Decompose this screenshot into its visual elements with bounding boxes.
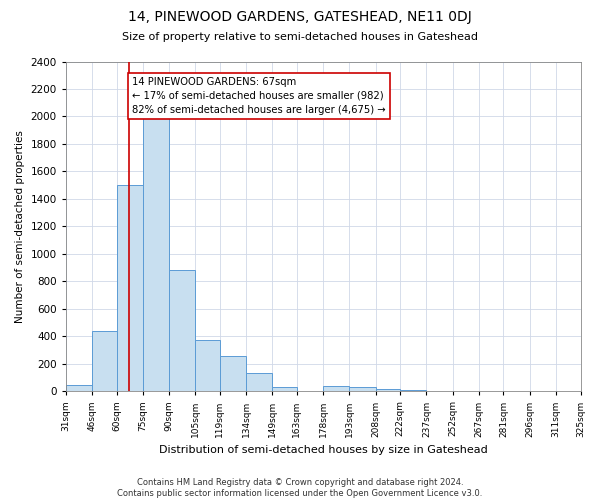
Bar [169,270,196,392]
Bar [376,389,400,392]
Bar [92,331,116,392]
Bar [116,185,143,392]
X-axis label: Distribution of semi-detached houses by size in Gateshead: Distribution of semi-detached houses by … [159,445,488,455]
Bar [427,390,453,392]
Y-axis label: Number of semi-detached properties: Number of semi-detached properties [15,130,25,323]
Bar [323,386,349,392]
Bar [143,116,169,392]
Text: Contains HM Land Registry data © Crown copyright and database right 2024.
Contai: Contains HM Land Registry data © Crown c… [118,478,482,498]
Text: 14 PINEWOOD GARDENS: 67sqm
← 17% of semi-detached houses are smaller (982)
82% o: 14 PINEWOOD GARDENS: 67sqm ← 17% of semi… [133,76,386,114]
Bar [246,374,272,392]
Text: Size of property relative to semi-detached houses in Gateshead: Size of property relative to semi-detach… [122,32,478,42]
Bar [66,385,92,392]
Bar [349,387,376,392]
Text: 14, PINEWOOD GARDENS, GATESHEAD, NE11 0DJ: 14, PINEWOOD GARDENS, GATESHEAD, NE11 0D… [128,10,472,24]
Bar [400,390,427,392]
Bar [272,387,297,392]
Bar [196,340,220,392]
Bar [220,356,246,392]
